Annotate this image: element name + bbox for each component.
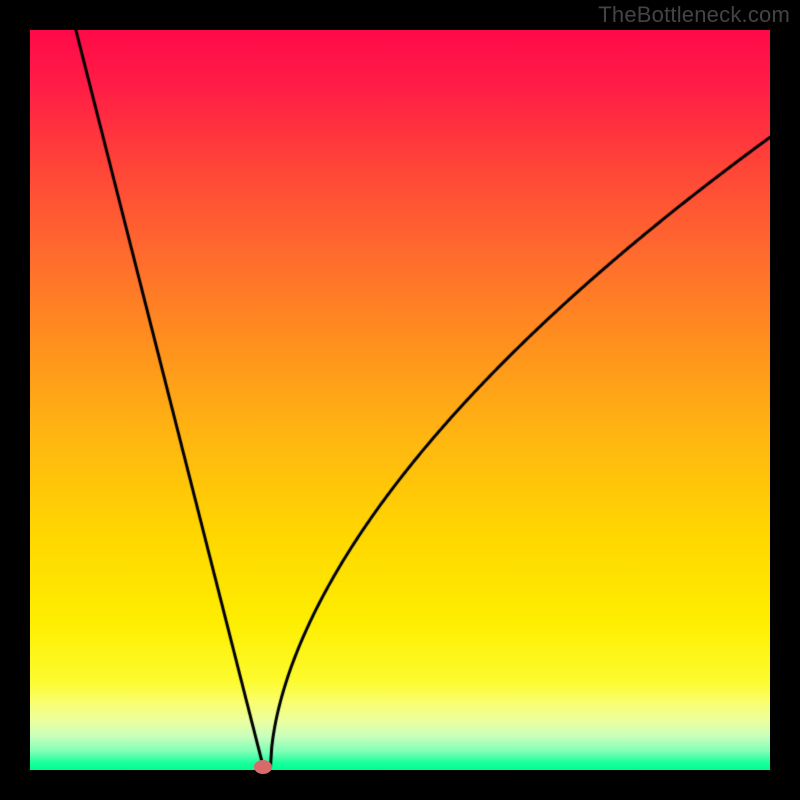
- watermark-text: TheBottleneck.com: [598, 2, 790, 28]
- optimum-marker: [254, 760, 272, 774]
- chart-frame: TheBottleneck.com: [0, 0, 800, 800]
- curve-canvas: [0, 0, 800, 800]
